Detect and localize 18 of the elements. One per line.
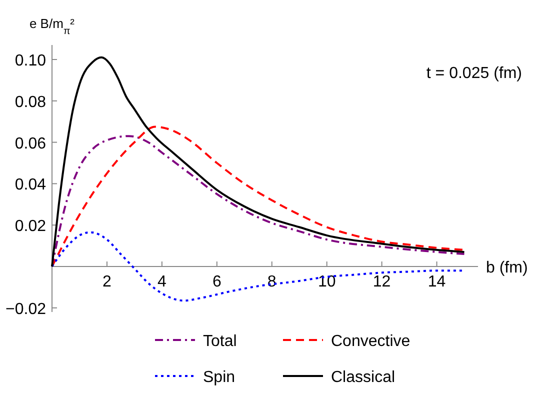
x-tick-label: 6: [212, 273, 222, 290]
legend-label: Classical: [331, 369, 396, 386]
y-tick-label: 0.02: [14, 218, 46, 236]
legend-label: Total: [203, 333, 237, 350]
y-axis-title: e B/m$_{π}$²: [29, 16, 76, 36]
x-tick-label: 4: [157, 273, 166, 290]
legend-label: Spin: [203, 369, 236, 386]
x-tick-label: 12: [372, 273, 391, 290]
x-tick-label: 14: [428, 273, 446, 290]
x-tick-label: 2: [102, 273, 112, 290]
y-tick-label: 0.04: [14, 176, 46, 194]
y-tick-label: 0.08: [14, 94, 46, 111]
y-tick-label: 0.06: [14, 135, 46, 152]
legend-label: Convective: [331, 333, 410, 350]
y-tick-label: 0.10: [14, 52, 46, 70]
annotation: t = 0.025 (fm): [426, 65, 522, 82]
y-tick-label: −0.02: [6, 300, 46, 318]
x-axis-title: b (fm): [486, 259, 528, 276]
